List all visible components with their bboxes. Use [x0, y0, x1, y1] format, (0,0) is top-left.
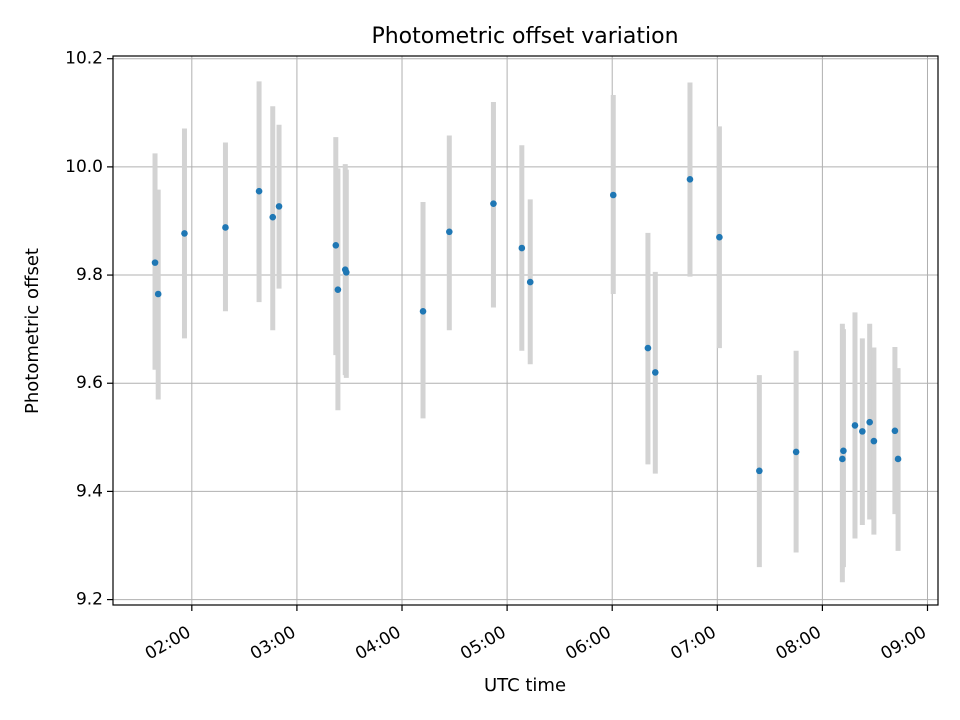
- data-point: [181, 230, 188, 237]
- data-point: [490, 200, 497, 207]
- data-point: [894, 455, 902, 463]
- data-point: [446, 228, 453, 236]
- data-point: [651, 369, 659, 376]
- y-tick-label: 10.2: [65, 49, 103, 69]
- y-tick-label: 9.2: [76, 590, 103, 610]
- x-tick-label: 06:00: [562, 622, 614, 664]
- x-tick-label: 09:00: [878, 622, 930, 664]
- data-point: [151, 259, 159, 266]
- data-point: [891, 427, 899, 435]
- y-tick-label: 9.8: [76, 265, 103, 285]
- data-point: [866, 418, 873, 426]
- y-tick-label: 9.4: [76, 481, 103, 501]
- data-point: [343, 269, 350, 276]
- data-point: [756, 467, 763, 475]
- plot-frame: [112, 55, 939, 606]
- data-point: [255, 187, 263, 195]
- data-point: [275, 203, 283, 210]
- error-bars: [152, 81, 901, 583]
- data-point: [609, 191, 617, 199]
- data-point: [870, 437, 878, 445]
- data-point: [518, 244, 526, 252]
- data-point: [716, 233, 723, 241]
- data-point: [792, 448, 800, 456]
- data-point: [644, 344, 652, 352]
- data-point: [154, 290, 162, 298]
- x-tick-label: 04:00: [352, 622, 404, 664]
- x-tick-label: 03:00: [247, 622, 299, 664]
- data-point: [269, 213, 277, 221]
- data-point: [334, 286, 342, 293]
- y-axis-label: Photometric offset: [22, 248, 43, 414]
- x-tick-label: 05:00: [457, 622, 509, 664]
- data-point: [332, 242, 340, 249]
- x-tick-label: 02:00: [142, 622, 194, 664]
- data-point: [686, 176, 694, 183]
- x-tick-label: 08:00: [772, 622, 824, 664]
- data-point: [840, 447, 847, 455]
- data-point: [859, 428, 866, 435]
- x-axis-label: UTC time: [484, 675, 566, 696]
- axis-ticks: 02:00 03:00 04:00 05:00 06:00 07:00 08:00 09:00…: [65, 49, 930, 665]
- data-point: [526, 278, 534, 286]
- data-point: [222, 224, 229, 231]
- grid-lines: [113, 56, 938, 605]
- data-point: [851, 422, 859, 429]
- y-tick-label: 10.0: [65, 157, 103, 177]
- x-tick-label: 07:00: [667, 622, 719, 664]
- data-point: [839, 455, 846, 463]
- chart-title: Photometric offset variation: [371, 24, 678, 49]
- data-point: [419, 307, 427, 315]
- data-points: [151, 176, 902, 475]
- y-tick-label: 9.6: [76, 373, 103, 393]
